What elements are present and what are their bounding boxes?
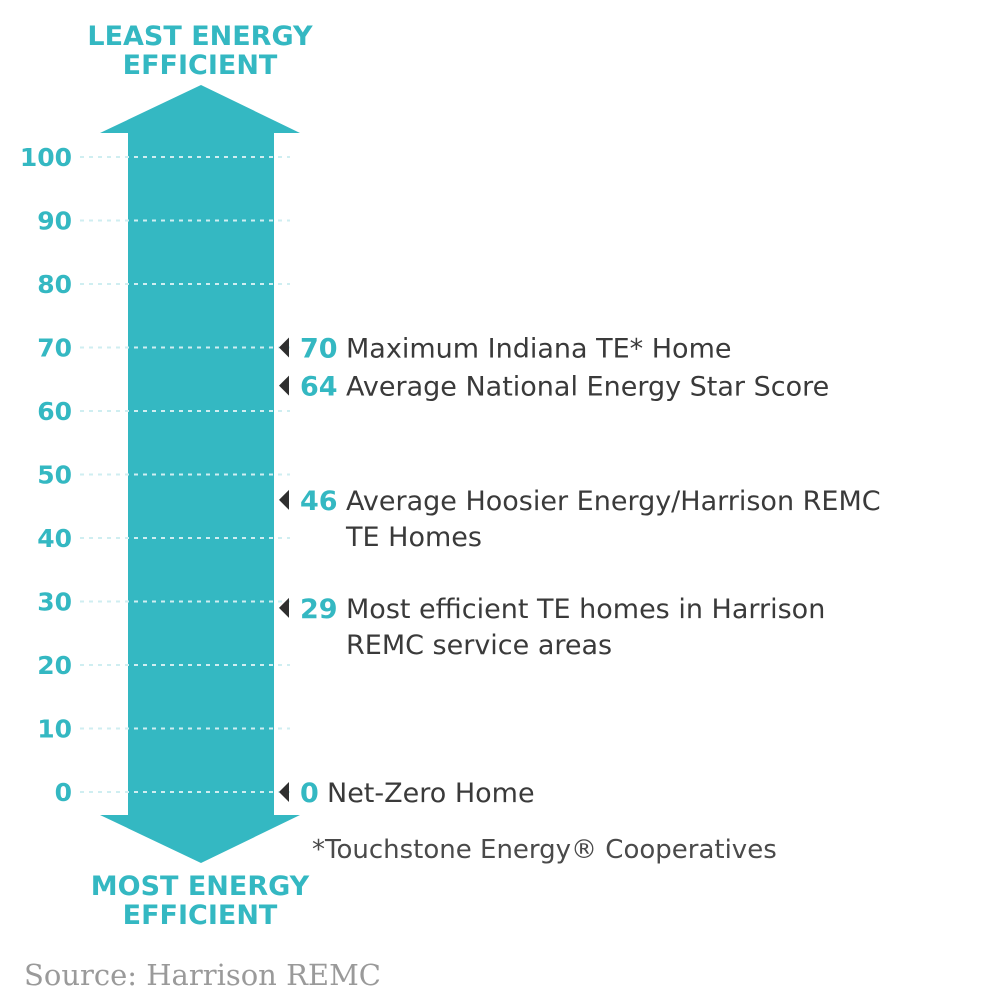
annotation-value-29: 29 xyxy=(300,594,338,625)
annotation-label-46-line-1: Average Hoosier Energy/Harrison REMC xyxy=(346,486,881,517)
bottom-axis-title: MOST ENERGY EFFICIENT xyxy=(60,872,340,930)
footnote: *Touchstone Energy® Cooperatives xyxy=(312,835,777,865)
tick-label-30: 30 xyxy=(37,588,72,617)
top-axis-title-line-1: LEAST ENERGY xyxy=(87,21,313,52)
annotation-pointer-46 xyxy=(279,489,289,510)
tick-label-0: 0 xyxy=(55,778,72,807)
tick-label-80: 80 xyxy=(37,270,72,299)
annotation-value-64: 64 xyxy=(300,372,338,403)
annotation-pointer-0 xyxy=(279,782,289,802)
annotation-value-46: 46 xyxy=(300,486,338,517)
top-axis-title: LEAST ENERGY EFFICIENT xyxy=(60,22,340,80)
annotation-value-0: 0 xyxy=(300,778,319,809)
annotation-pointer-29 xyxy=(279,597,289,618)
annotation-label-29-line-2: REMC service areas xyxy=(346,630,612,661)
annotation-pointer-70 xyxy=(279,337,289,358)
tick-label-20: 20 xyxy=(37,651,72,680)
annotation-label-29-line-1: Most efficient TE homes in Harrison xyxy=(346,594,825,625)
annotation-label-0-line-1: Net-Zero Home xyxy=(327,778,535,809)
bottom-axis-title-line-2: EFFICIENT xyxy=(122,900,278,931)
annotation-label-64-line-1: Average National Energy Star Score xyxy=(346,372,829,403)
tick-label-40: 40 xyxy=(37,524,72,553)
source-credit: Source: Harrison REMC xyxy=(24,958,381,992)
tick-label-70: 70 xyxy=(37,334,72,363)
tick-label-60: 60 xyxy=(37,397,72,426)
annotation-label-70-line-1: Maximum Indiana TE* Home xyxy=(346,334,732,365)
tick-label-100: 100 xyxy=(20,143,72,172)
top-axis-title-line-2: EFFICIENT xyxy=(122,50,278,81)
tick-label-50: 50 xyxy=(37,461,72,490)
annotation-value-70: 70 xyxy=(300,334,338,365)
tick-label-10: 10 xyxy=(37,715,72,744)
bottom-axis-title-line-1: MOST ENERGY xyxy=(90,871,310,902)
tick-label-90: 90 xyxy=(37,207,72,236)
annotation-label-46-line-2: TE Homes xyxy=(345,522,482,553)
annotation-pointer-64 xyxy=(279,375,289,396)
